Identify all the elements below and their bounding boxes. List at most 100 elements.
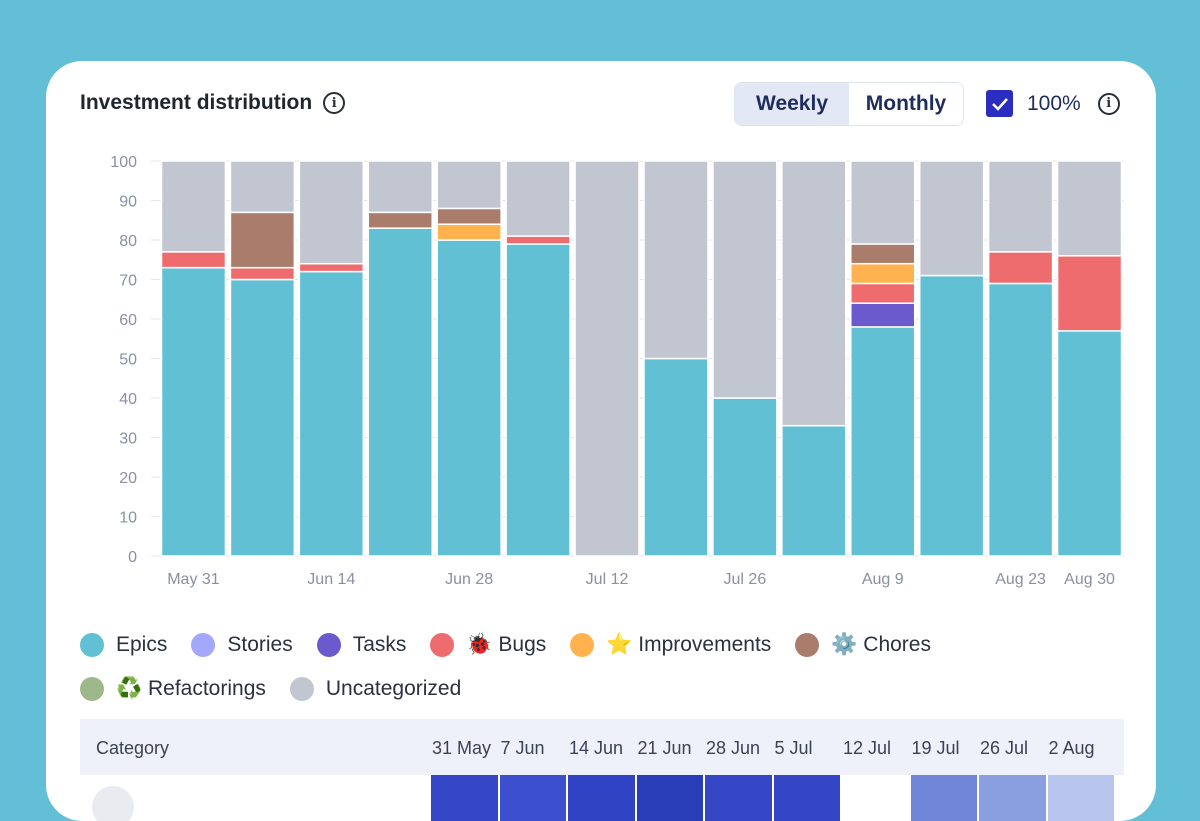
bar-segment	[1056, 330, 1123, 557]
bar-segment	[229, 211, 296, 269]
bar-segment	[987, 251, 1054, 285]
legend-label: Tasks	[352, 633, 407, 656]
bar-segment	[436, 207, 502, 225]
legend-label: ⭐ Improvements	[606, 633, 772, 656]
x-tick-label: Aug 30	[1064, 571, 1115, 588]
y-tick-label: 100	[110, 154, 137, 171]
y-tick-label: 40	[119, 391, 137, 408]
legend-swatch	[795, 633, 820, 657]
percent-label: 100%	[1027, 91, 1081, 115]
legend-swatch	[80, 633, 104, 657]
week-column-header: 26 Jul	[980, 738, 1029, 758]
bar-segment	[850, 302, 916, 328]
heatmap-cell	[1047, 775, 1114, 821]
week-column-header: 5 Jul	[774, 738, 813, 758]
legend-row: ♻️ Refactorings Uncategorized	[80, 667, 1140, 711]
bar-segment	[643, 160, 709, 360]
legend-label: 🐞 Bugs	[466, 633, 547, 656]
check-icon	[991, 97, 1008, 111]
info-icon[interactable]: i	[323, 92, 346, 114]
bar-segment	[987, 282, 1054, 557]
info-icon[interactable]: i	[1097, 92, 1120, 115]
x-tick-label: Aug 23	[995, 571, 1046, 588]
heatmap-cell	[568, 775, 635, 821]
bar-segment	[160, 160, 227, 253]
bar-segment	[1056, 160, 1123, 257]
week-column-header: 2 Aug	[1048, 738, 1095, 758]
monthly-toggle-button[interactable]: Monthly	[865, 92, 947, 115]
y-tick-label: 0	[128, 549, 137, 566]
y-tick-label: 80	[119, 233, 137, 250]
week-column-header: 7 Jun	[500, 738, 545, 758]
bar-segment	[229, 160, 296, 214]
investment-distribution-card: Investment distribution i Weekly Monthly…	[46, 61, 1156, 821]
percent-toggle: 100% i	[986, 90, 1120, 117]
legend-item[interactable]: Tasks	[316, 633, 407, 657]
week-column-header: 28 Jun	[706, 738, 761, 758]
legend-item[interactable]: ⭐ Improvements	[570, 633, 771, 657]
bar-segment	[298, 270, 365, 557]
category-table-header: Category 31 May 7 Jun 14 Jun 21 Jun 28 Jun 5 …	[80, 719, 1124, 775]
legend-swatch	[316, 633, 341, 657]
card-title: Investment distribution i	[80, 91, 346, 115]
legend-swatch	[191, 633, 216, 657]
bar-segment	[505, 243, 571, 557]
bar-segment	[643, 357, 709, 557]
x-tick-label: Aug 9	[862, 571, 904, 588]
legend-item[interactable]: Uncategorized	[289, 677, 461, 701]
weekly-toggle-button[interactable]: Weekly	[735, 83, 849, 125]
bar-segment	[987, 160, 1054, 253]
legend-label: Epics	[116, 633, 168, 656]
bar-segment	[367, 227, 433, 557]
week-column-header: 31 May	[432, 738, 492, 758]
percent-checkbox[interactable]	[986, 90, 1013, 117]
bar-segment	[160, 266, 227, 557]
legend-item[interactable]: ♻️ Refactorings	[80, 677, 266, 701]
heatmap-cell	[431, 775, 498, 821]
week-column-header: 12 Jul	[843, 738, 892, 758]
bar-segment	[918, 274, 985, 557]
x-tick-label: Jun 14	[307, 571, 355, 588]
stacked-bar-chart: 0 10 20 30 40 50 60 70 80 90 100 May 31 Jun 14 Jun 28…	[110, 154, 1124, 588]
bar-segment	[850, 243, 916, 265]
bar-segment	[436, 160, 502, 210]
legend-swatch	[289, 677, 314, 701]
table-row[interactable]	[80, 775, 1124, 821]
heatmap-cell	[773, 775, 840, 821]
y-tick-label: 90	[119, 194, 137, 211]
category-table: Category 31 May 7 Jun 14 Jun 21 Jun 28 Jun 5 …	[80, 719, 1124, 821]
legend-item[interactable]: 🐞 Bugs	[430, 633, 546, 657]
y-tick-label: 50	[119, 352, 137, 369]
y-tick-label: 60	[119, 312, 137, 329]
legend-label: ♻️ Refactorings	[116, 677, 266, 700]
bar-segment	[229, 278, 296, 557]
bar-segment	[1056, 255, 1123, 332]
bar-segment	[850, 262, 916, 285]
heatmap-cell	[499, 775, 566, 821]
week-column-header: 14 Jun	[569, 738, 624, 758]
heatmap-cell	[705, 775, 772, 821]
bar-segment	[367, 160, 433, 214]
legend-item[interactable]: Stories	[191, 633, 293, 657]
bar-segment	[367, 211, 433, 229]
bar-segment	[781, 160, 847, 427]
bar-segment	[160, 251, 227, 269]
x-tick-label: Jul 12	[586, 571, 629, 588]
bar-segment	[850, 326, 916, 557]
x-tick-label: Jun 28	[445, 571, 493, 588]
chart-legend: Epics Stories Tasks 🐞 Bugs ⭐ Improvements ⚙️ …	[80, 623, 1140, 711]
bar-segment	[298, 160, 365, 265]
period-toggle: Weekly Monthly	[734, 82, 964, 126]
bar-segment	[229, 266, 296, 281]
legend-row: Epics Stories Tasks 🐞 Bugs ⭐ Improvements ⚙️ …	[80, 623, 1140, 667]
category-avatar	[92, 786, 134, 821]
legend-item[interactable]: ⚙️ Chores	[795, 633, 931, 657]
bar-segment	[850, 160, 916, 245]
legend-item[interactable]: Epics	[80, 633, 167, 657]
card-title-text: Investment distribution	[80, 91, 313, 114]
y-tick-label: 10	[119, 510, 137, 527]
bar-segment	[436, 223, 502, 241]
y-tick-label: 30	[119, 431, 137, 448]
heatmap-cell	[979, 775, 1046, 821]
bar-segment	[298, 262, 365, 273]
